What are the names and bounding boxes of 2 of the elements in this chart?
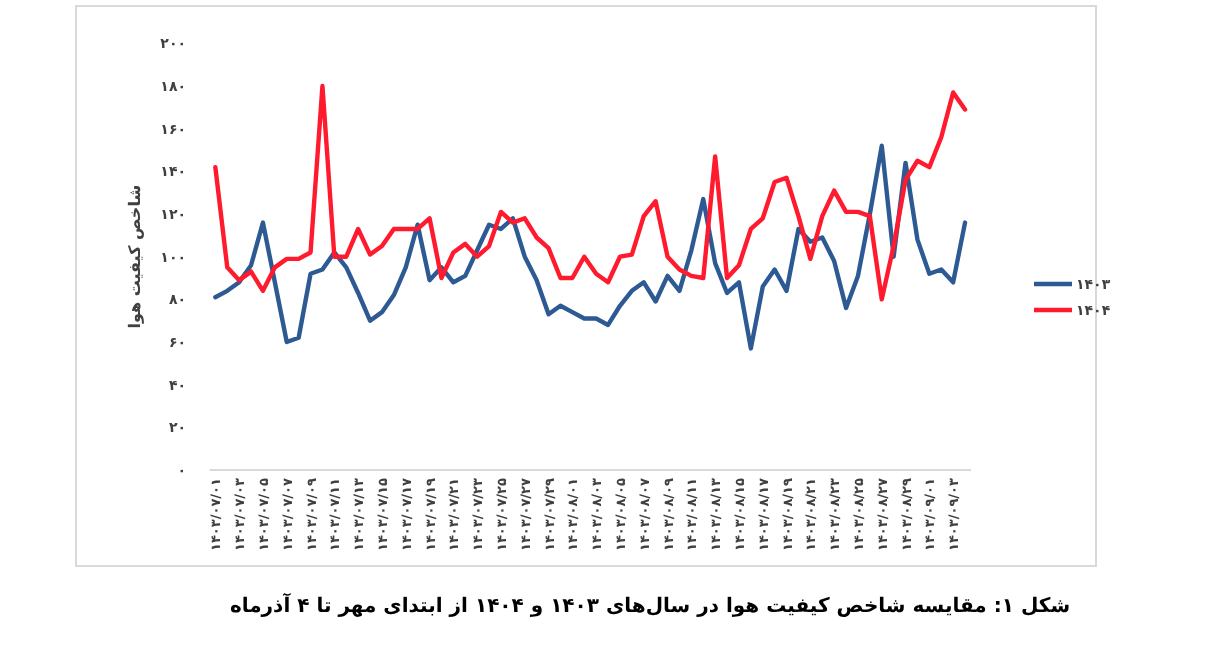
y-axis-title: شاخص کیفیت هوا — [126, 184, 144, 329]
text: شکل ۱: مقایسه شاخص کیفیت هوا در سال‌های ۱۴۰۳ و ۱۴۰۴ از ابتدای مهر تا ۴ آذرماه — [229, 592, 1071, 618]
